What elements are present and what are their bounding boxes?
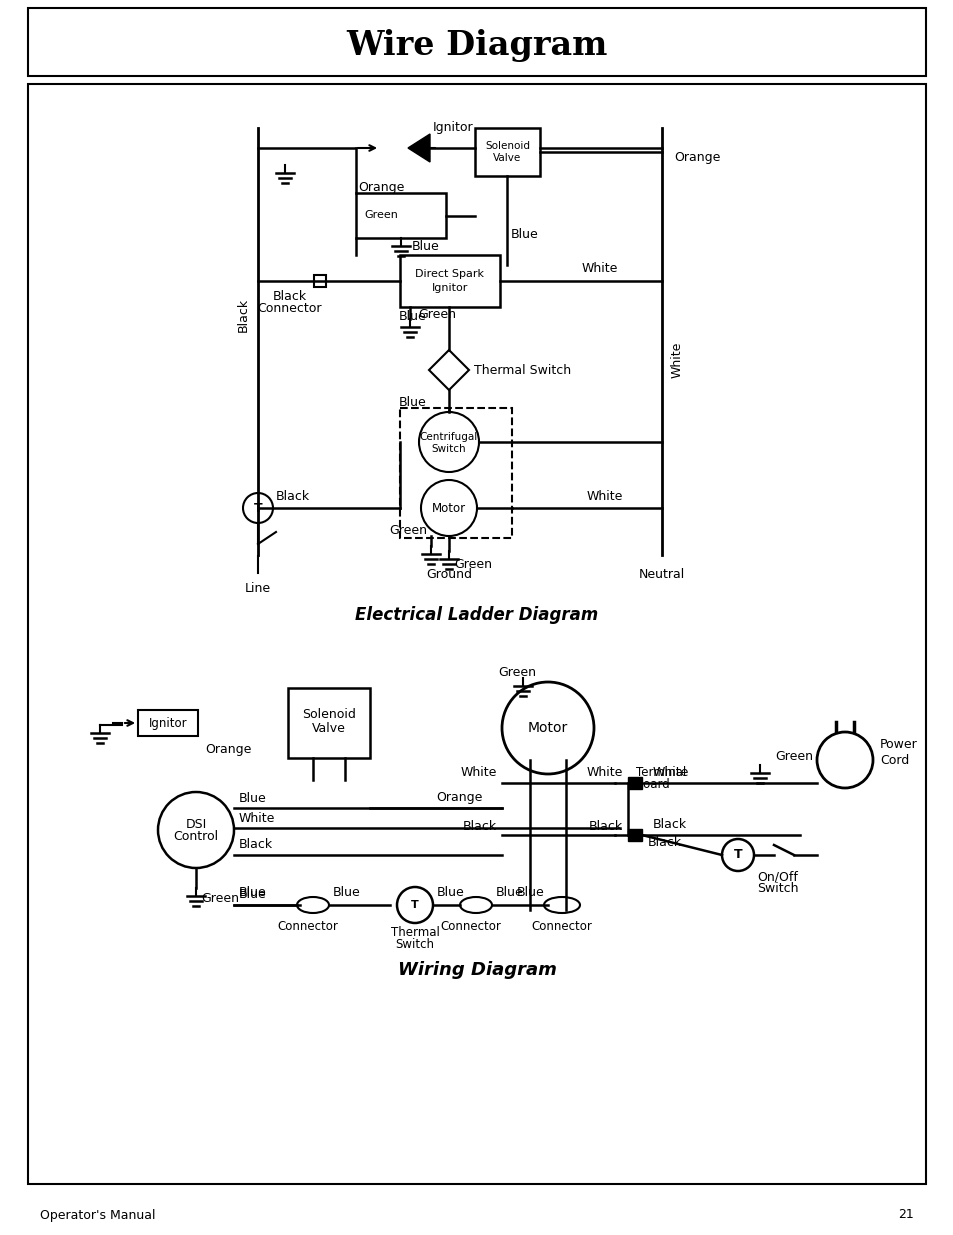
Text: Solenoid: Solenoid [302, 709, 355, 721]
Text: Blue: Blue [510, 228, 537, 242]
Bar [28, 84, 925, 1184]
Text: Switch: Switch [757, 883, 798, 895]
Circle shape [420, 480, 476, 536]
Text: 21: 21 [898, 1209, 913, 1221]
Ellipse shape [543, 897, 579, 913]
Text: Green: Green [774, 751, 812, 763]
Bar [28, 7, 925, 77]
Text: Centrifugal: Centrifugal [419, 432, 477, 442]
Text: T: T [733, 848, 741, 862]
Text: White: White [586, 767, 622, 779]
Text: Green: Green [389, 525, 427, 537]
Text: White: White [586, 489, 622, 503]
Text: Motor: Motor [527, 721, 568, 735]
Text: Ignitor: Ignitor [149, 716, 187, 730]
Bar [138, 710, 198, 736]
Circle shape [158, 792, 233, 868]
Text: Ground: Ground [426, 568, 472, 582]
Bar [399, 254, 499, 308]
Bar [627, 829, 641, 841]
Text: Connector: Connector [531, 920, 592, 934]
Bar [355, 193, 446, 238]
Text: Orange: Orange [436, 792, 481, 804]
Text: Orange: Orange [357, 182, 404, 194]
Circle shape [721, 839, 753, 871]
Text: Green: Green [497, 666, 536, 678]
Text: Black: Black [462, 820, 497, 834]
Text: Neutral: Neutral [639, 568, 684, 582]
Text: Green: Green [364, 210, 397, 221]
Text: Orange: Orange [205, 743, 251, 757]
Text: Wire Diagram: Wire Diagram [346, 28, 607, 62]
Text: Motor: Motor [432, 501, 466, 515]
Text: Blue: Blue [436, 887, 464, 899]
Text: White: White [239, 811, 275, 825]
Circle shape [816, 732, 872, 788]
Bar [314, 275, 326, 287]
Text: Switch: Switch [432, 445, 466, 454]
Text: Orange: Orange [673, 152, 720, 164]
Circle shape [243, 493, 273, 522]
Text: On/Off: On/Off [757, 871, 798, 883]
Text: Blue: Blue [399, 310, 427, 324]
Text: T: T [253, 501, 262, 515]
Text: T: T [411, 900, 418, 910]
Text: Switch: Switch [395, 939, 434, 951]
Text: Valve: Valve [493, 153, 521, 163]
Text: Connector: Connector [440, 920, 501, 934]
Polygon shape [408, 135, 430, 162]
Text: Blue: Blue [333, 887, 360, 899]
Text: Electrical Ladder Diagram: Electrical Ladder Diagram [355, 606, 598, 624]
Bar [399, 408, 512, 538]
Bar [288, 688, 370, 758]
Ellipse shape [459, 897, 492, 913]
Text: Black: Black [275, 489, 310, 503]
Text: Wiring Diagram: Wiring Diagram [397, 961, 556, 979]
Text: Blue: Blue [239, 792, 267, 804]
Text: White: White [670, 342, 682, 378]
Text: Green: Green [454, 557, 492, 571]
Text: Ignitor: Ignitor [432, 283, 468, 293]
Text: White: White [581, 263, 618, 275]
Text: White: White [460, 767, 497, 779]
Text: Black: Black [239, 839, 273, 851]
Text: Blue: Blue [399, 395, 427, 409]
Text: Line: Line [245, 582, 271, 594]
Text: Direct Spark: Direct Spark [416, 269, 484, 279]
Circle shape [396, 887, 433, 923]
Polygon shape [429, 350, 469, 390]
Text: Cord: Cord [879, 753, 908, 767]
Text: White: White [652, 767, 689, 779]
Text: Ignitor: Ignitor [433, 121, 473, 135]
Text: Black: Black [236, 298, 250, 332]
Text: DSI: DSI [185, 818, 207, 830]
Ellipse shape [296, 897, 329, 913]
Text: Black: Black [273, 289, 307, 303]
Text: Thermal Switch: Thermal Switch [474, 363, 571, 377]
Text: Thermal: Thermal [390, 926, 439, 940]
Text: Connector: Connector [277, 920, 338, 934]
Text: Terminal: Terminal [636, 766, 685, 778]
Text: Control: Control [173, 830, 218, 844]
Text: Blue: Blue [239, 888, 267, 902]
Bar [475, 128, 539, 177]
Text: Power: Power [879, 739, 917, 752]
Text: Blue: Blue [239, 887, 267, 899]
Text: Green: Green [417, 309, 456, 321]
Bar [627, 777, 641, 789]
Text: Black: Black [652, 819, 686, 831]
Text: Green: Green [201, 892, 239, 904]
Text: Blue: Blue [412, 241, 439, 253]
Circle shape [418, 412, 478, 472]
Text: Black: Black [588, 820, 622, 834]
Text: Black: Black [647, 836, 681, 850]
Text: Solenoid: Solenoid [484, 141, 530, 151]
Text: Valve: Valve [312, 722, 346, 736]
Circle shape [501, 682, 594, 774]
Text: Operator's Manual: Operator's Manual [40, 1209, 155, 1221]
Text: Connector: Connector [257, 301, 322, 315]
Text: Board: Board [636, 778, 670, 790]
Text: Blue: Blue [496, 887, 523, 899]
Text: Blue: Blue [517, 887, 544, 899]
